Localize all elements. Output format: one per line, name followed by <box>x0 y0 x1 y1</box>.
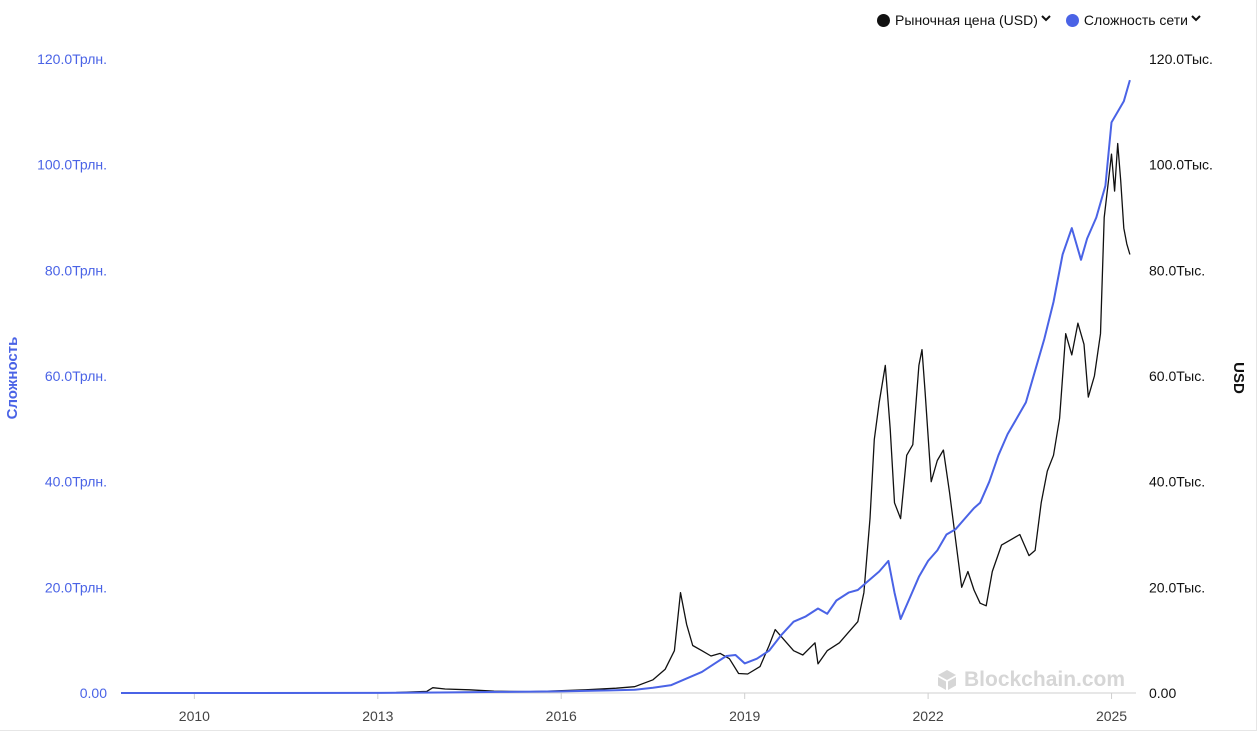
left-tick-label: 120.0Трлн. <box>37 51 107 67</box>
left-tick-label: 0.00 <box>80 685 107 701</box>
legend-label-price: Рыночная цена (USD) <box>895 12 1038 28</box>
price-series-line <box>121 142 1131 694</box>
x-tick-label: 2019 <box>729 708 760 724</box>
watermark-text: Blockchain.com <box>964 668 1126 691</box>
right-tick-label: 40.0Тыс. <box>1149 474 1205 490</box>
right-tick-label: 120.0Тыс. <box>1149 51 1213 67</box>
difficulty-series-line <box>120 79 1131 694</box>
x-tick-label: 2016 <box>546 708 577 724</box>
left-tick-label: 40.0Трлн. <box>45 474 107 490</box>
right-tick-label: 60.0Тыс. <box>1149 368 1205 384</box>
legend-item-price[interactable]: Рыночная цена (USD) <box>877 12 1052 28</box>
right-tick-label: 20.0Тыс. <box>1149 579 1205 595</box>
legend-item-difficulty[interactable]: Сложность сети <box>1065 12 1202 28</box>
legend-label-difficulty: Сложность сети <box>1083 12 1188 28</box>
x-tick-label: 2013 <box>362 708 393 724</box>
blockchain-logo-icon <box>938 670 956 690</box>
chevron-down-icon[interactable] <box>1190 12 1202 24</box>
x-tick-label: 2010 <box>179 708 210 724</box>
left-tick-label: 60.0Трлн. <box>45 368 107 384</box>
left-tick-label: 20.0Трлн. <box>45 579 107 595</box>
legend: Рыночная цена (USD) Сложность сети <box>877 10 1202 30</box>
watermark: Blockchain.com <box>936 668 1125 692</box>
chevron-down-icon[interactable] <box>1040 12 1052 24</box>
left-tick-label: 80.0Трлн. <box>45 262 107 278</box>
right-tick-label: 0.00 <box>1149 685 1176 701</box>
x-tick-label: 2025 <box>1096 708 1127 724</box>
right-tick-label: 80.0Тыс. <box>1149 262 1205 278</box>
right-tick-label: 100.0Тыс. <box>1149 157 1213 173</box>
legend-dot-difficulty <box>1065 13 1079 27</box>
left-tick-label: 100.0Трлн. <box>37 157 107 173</box>
x-tick-label: 2022 <box>913 708 944 724</box>
legend-dot-price <box>877 13 891 27</box>
